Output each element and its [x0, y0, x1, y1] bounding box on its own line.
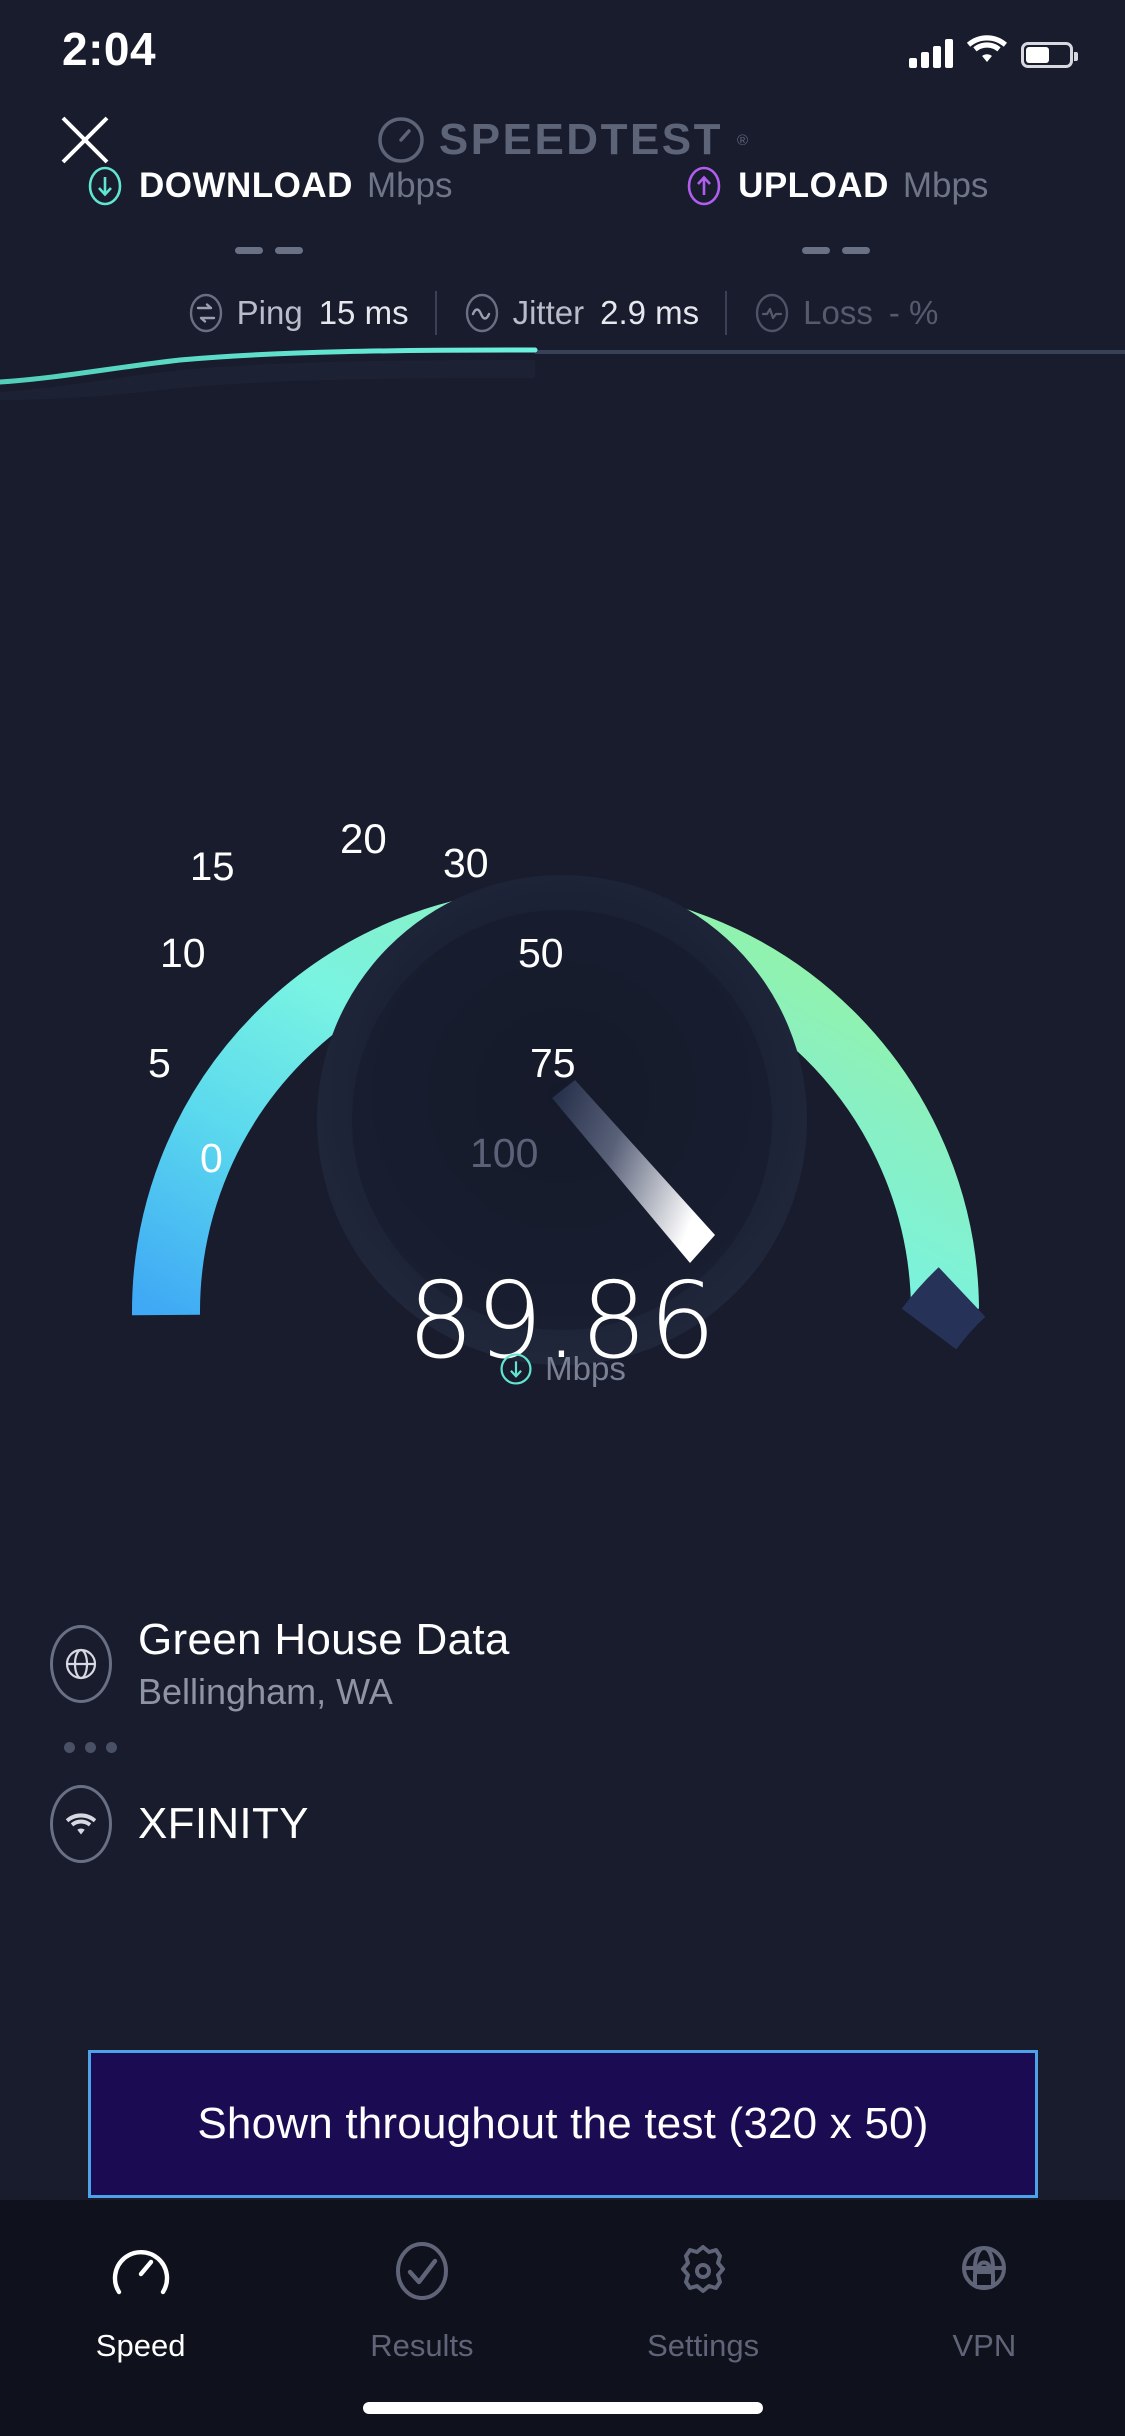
metric-ping-label: Ping: [236, 294, 303, 331]
tab-speed-label: Speed: [95, 2328, 186, 2363]
gauge-tick-label: 10: [160, 930, 206, 976]
isp-name: XFINITY: [138, 1799, 309, 1848]
gauge-tick-label: 100: [470, 1130, 539, 1176]
upload-label: UPLOAD: [738, 166, 889, 205]
server-location: Bellingham, WA: [138, 1671, 393, 1712]
gauge-tick-label: 0: [200, 1135, 223, 1181]
gauge-unit-label: Mbps: [545, 1350, 626, 1387]
cellular-signal-icon: [909, 38, 953, 68]
metric-divider: [725, 291, 728, 335]
gauge-needle: [552, 1080, 715, 1263]
gauge-unit-group: Mbps: [0, 1350, 1125, 1388]
download-label: DOWNLOAD: [138, 166, 353, 205]
gauge-value: 89.86: [407, 1260, 718, 1382]
close-icon: [61, 116, 109, 164]
metric-ping-value: 15 ms: [318, 294, 409, 331]
gauge-tick-label: 15: [190, 845, 235, 889]
brand-trademark: ®: [737, 131, 749, 149]
placeholder-dash: [802, 246, 831, 254]
home-indicator[interactable]: [362, 2402, 763, 2414]
arrow-up-circle-icon: [687, 166, 721, 206]
metric-jitter-label: Jitter: [512, 294, 585, 331]
metric-jitter-value: 2.9 ms: [600, 294, 700, 331]
speedometer-icon: [112, 2250, 169, 2295]
tab-results-label: Results: [370, 2328, 474, 2363]
battery-icon: [1021, 42, 1078, 68]
upload-value: [568, 225, 1125, 275]
jitter-icon: [465, 293, 498, 333]
vpn-globe-lock-icon: [962, 2246, 1007, 2290]
close-button[interactable]: [40, 100, 130, 180]
tab-settings-label: Settings: [647, 2328, 760, 2363]
download-label-group: DOWNLOAD Mbps: [0, 156, 568, 216]
metric-ping: Ping 15 ms: [161, 293, 435, 333]
metric-loss: Loss - %: [727, 293, 964, 333]
download-value: [0, 225, 568, 275]
placeholder-dash: [842, 246, 871, 254]
gauge-svg: [131, 875, 986, 1365]
tab-vpn-label: VPN: [952, 2328, 1017, 2363]
gauge-tick-label: 5: [148, 1040, 171, 1086]
gauge-remaining-arc: [901, 1267, 986, 1350]
globe-icon: [50, 1625, 112, 1703]
arrow-down-circle-icon: [88, 166, 122, 206]
placeholder-dash: [274, 246, 303, 254]
progress-trace-fill: [0, 360, 535, 400]
isp-selector[interactable]: XFINITY: [50, 1785, 309, 1863]
arrow-down-circle-icon: [500, 1353, 532, 1385]
metric-divider: [434, 291, 437, 335]
status-bar-time: 2:04: [62, 23, 157, 75]
more-dots-icon[interactable]: [64, 1742, 117, 1753]
status-bar-indicators: [909, 28, 1078, 68]
test-progress-graph: [0, 347, 1125, 400]
bottom-tab-bar: Speed Results Settings VPN: [0, 2200, 1125, 2436]
brand-name: SPEEDTEST: [438, 115, 724, 164]
gauge-tick-label: 75: [530, 1040, 576, 1086]
app-brand: SPEEDTEST ®: [0, 100, 1125, 180]
gauge-ticks: 15 20 30 10 50 5 75 0 100: [0, 430, 1125, 1440]
metric-jitter: Jitter 2.9 ms: [437, 293, 726, 333]
check-circle-icon: [395, 2242, 448, 2300]
speedometer-logo-icon: [378, 117, 424, 163]
status-bar: 2:04: [0, 0, 1125, 100]
server-name: Green House Data: [138, 1615, 510, 1664]
metric-loss-label: Loss: [803, 294, 873, 331]
progress-trace-line: [0, 347, 538, 385]
upload-unit: Mbps: [902, 166, 989, 205]
placeholder-dash: [234, 246, 263, 254]
gauge-tick-label: 50: [518, 930, 564, 976]
gear-icon: [681, 2245, 726, 2293]
ad-banner-text: Shown throughout the test (320 x 50): [197, 2099, 929, 2148]
server-selector[interactable]: Green House Data Bellingham, WA: [50, 1615, 510, 1713]
wifi-circle-icon: [50, 1785, 112, 1863]
tab-settings[interactable]: Settings: [563, 2234, 844, 2436]
download-unit: Mbps: [366, 166, 453, 205]
metric-loss-value: - %: [888, 294, 939, 331]
ad-banner[interactable]: Shown throughout the test (320 x 50): [88, 2050, 1038, 2198]
speed-gauge: 15 20 30 10 50 5 75 0 100 89.86 Mbps: [0, 430, 1125, 1387]
transfer-labels-row: DOWNLOAD Mbps UPLOAD Mbps: [0, 156, 1125, 216]
network-metrics-row: Ping 15 ms Jitter 2.9 ms Loss - %: [0, 282, 1125, 344]
gauge-tick-label: 30: [443, 840, 489, 886]
gauge-tick-label: 20: [340, 815, 387, 862]
tab-results[interactable]: Results: [281, 2234, 562, 2436]
wifi-icon: [966, 33, 1008, 68]
upload-label-group: UPLOAD Mbps: [568, 156, 1125, 216]
tab-speed[interactable]: Speed: [0, 2234, 281, 2436]
tab-vpn[interactable]: VPN: [844, 2234, 1125, 2436]
transfer-values-row: [0, 225, 1125, 275]
ping-icon: [189, 293, 222, 333]
loss-icon: [755, 293, 789, 333]
